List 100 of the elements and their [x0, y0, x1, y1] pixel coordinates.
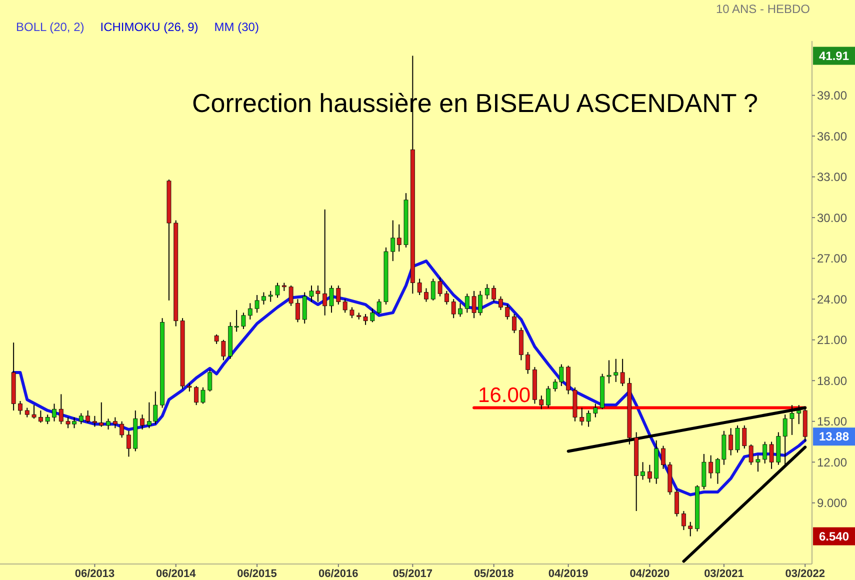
- x-tick-label: 06/2013: [74, 568, 115, 580]
- candlestick: [762, 441, 768, 464]
- chart-subtitle: 10 ANS - HEBDO: [716, 2, 810, 16]
- candlestick: [390, 220, 396, 262]
- y-tick-label: 24.00: [817, 292, 848, 306]
- candlestick: [586, 410, 591, 428]
- candlestick: [539, 395, 544, 410]
- candlestick: [268, 290, 273, 302]
- y-tick-label: 21.00: [817, 333, 848, 348]
- x-tick-label: 05/2018: [474, 568, 514, 580]
- y-tick-label: 15.00: [817, 414, 848, 429]
- candlestick: [24, 407, 30, 418]
- y-tick-label: 27.00: [817, 252, 848, 266]
- candlestick: [302, 292, 307, 324]
- candlestick: [458, 302, 462, 318]
- candlestick: [512, 314, 516, 334]
- annotation: 16.00: [478, 384, 531, 407]
- candlestick: [38, 410, 43, 424]
- candlestick: [120, 420, 124, 438]
- candlestick: [262, 292, 266, 306]
- candlestick: [620, 358, 625, 387]
- candlestick: [505, 304, 510, 320]
- candlestick: [526, 352, 530, 374]
- candlestick: [363, 314, 368, 326]
- y-tick-label: 33.00: [817, 170, 848, 184]
- candlestick: [688, 521, 693, 537]
- candlestick: [640, 462, 645, 480]
- text: ICHIMOKU (26, 9): [100, 20, 198, 34]
- candlestick: [682, 510, 686, 531]
- y-tick-label: 12.00: [817, 455, 848, 470]
- candlestick: [769, 441, 774, 470]
- candlestick: [661, 445, 666, 470]
- candlestick: [735, 424, 740, 454]
- candlestick: [336, 285, 341, 306]
- candlestick: [214, 334, 219, 344]
- candlestick: [484, 284, 490, 300]
- candlestick: [194, 386, 199, 406]
- line-series: [12, 260, 807, 496]
- candlestick: [241, 312, 246, 330]
- candlestick: [614, 358, 618, 382]
- annotation: 13.88: [818, 430, 850, 444]
- candlestick: [593, 403, 598, 418]
- candlestick: [106, 418, 110, 430]
- candlestick: [45, 414, 50, 425]
- candlestick: [78, 412, 84, 425]
- candlestick: [438, 276, 442, 297]
- candlestick: [221, 339, 226, 361]
- candlestick: [580, 407, 584, 426]
- candlestick: [254, 294, 260, 314]
- candlestick: [329, 285, 334, 314]
- candlestick: [444, 290, 449, 306]
- candlestick: [208, 369, 212, 392]
- candlestick: [498, 296, 503, 310]
- text: MM (30): [214, 20, 259, 34]
- candlestick: [566, 365, 571, 395]
- candlestick: [322, 208, 328, 316]
- candlestick: [748, 444, 754, 466]
- candlestick: [396, 224, 402, 252]
- x-tick-label: 04/2019: [548, 568, 588, 580]
- x-tick-label: 04/2020: [630, 568, 670, 580]
- candlestick: [606, 360, 612, 384]
- candlestick: [742, 424, 747, 450]
- candlestick: [376, 298, 382, 315]
- candlestick: [275, 282, 280, 298]
- candlestick: [708, 454, 714, 479]
- candlestick: [492, 285, 496, 302]
- candlestick: [464, 293, 470, 314]
- candlestick: [32, 404, 36, 420]
- x-tick-label: 06/2015: [237, 568, 277, 580]
- candlestick: [52, 403, 56, 422]
- y-tick-label: 18.00: [817, 374, 848, 388]
- y-tick-label: 36.00: [817, 129, 848, 144]
- candlestick: [647, 464, 652, 483]
- candlestick: [342, 298, 348, 314]
- candlestick: [58, 394, 64, 425]
- y-tick-label: 9.000: [817, 496, 848, 510]
- candlestick: [200, 386, 206, 404]
- candlestick: [86, 410, 90, 424]
- candlestick: [370, 308, 375, 323]
- x-tick-label: 06/2014: [156, 568, 197, 580]
- x-tick-label: 06/2016: [318, 568, 358, 580]
- x-tick-label: 05/2017: [392, 568, 433, 580]
- annotation: 41.91: [818, 48, 850, 63]
- candlestick: [451, 298, 456, 319]
- candlestick: [424, 288, 428, 302]
- x-tick-label: 03/2021: [704, 568, 744, 580]
- candlestick: [430, 278, 436, 301]
- candlestick: [248, 302, 252, 320]
- candlestick: [140, 414, 144, 430]
- candlestick: [674, 488, 680, 517]
- annotation: 6.540: [818, 529, 850, 544]
- candlestick: [296, 298, 300, 323]
- candlestick: [126, 430, 131, 458]
- candlestick: [99, 402, 104, 428]
- candlestick: [112, 416, 118, 429]
- text: BOLL (20, 2): [16, 20, 84, 34]
- y-tick-label: 30.00: [817, 210, 848, 225]
- y-tick-label: 39.00: [817, 88, 848, 103]
- candlestick: [756, 454, 760, 472]
- candlestick: [728, 428, 734, 456]
